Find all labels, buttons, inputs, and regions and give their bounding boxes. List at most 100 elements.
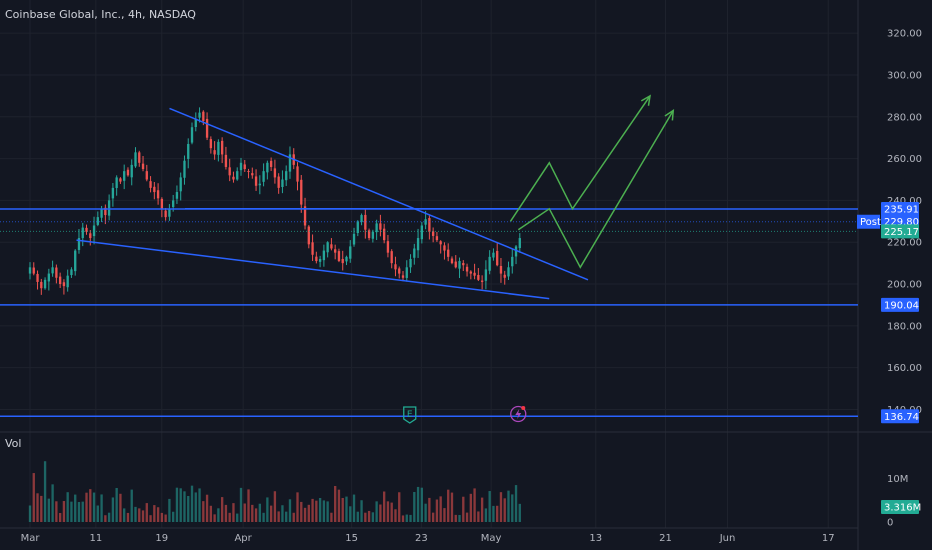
candle-body [55, 267, 58, 278]
volume-bar [243, 503, 246, 522]
projection-path [517, 110, 674, 269]
volume-bar [379, 504, 382, 522]
earnings-icon [403, 406, 417, 424]
candle-body [401, 275, 405, 278]
candle-body [85, 227, 88, 232]
volume-bar [473, 488, 476, 522]
candle-body [511, 256, 514, 267]
price-axis-tick-label: 200.00 [887, 280, 922, 291]
time-axis-tick-label: May [481, 533, 502, 544]
volume-bar [175, 487, 179, 522]
volume-bar [107, 512, 111, 522]
candle-body [149, 181, 152, 188]
price-axis[interactable]: 320.00 300.00 280.00 260.00 240.00 220.00 200.… [887, 29, 922, 529]
candle-body [443, 245, 446, 251]
volume-bar [145, 503, 148, 522]
candle-body [130, 164, 133, 178]
volume-bar [36, 493, 39, 522]
event-markers[interactable]: E [403, 405, 527, 424]
chart-drawings [0, 94, 858, 418]
volume-bar [85, 492, 88, 522]
candle-body [232, 176, 235, 180]
volume-bar [111, 497, 115, 522]
time-axis-tick-label: 17 [822, 533, 835, 544]
candle-body [447, 249, 450, 257]
volume-bar [96, 505, 99, 522]
price-axis-tick-label: 260.00 [887, 154, 922, 165]
candle-body [303, 206, 307, 226]
candle-body [454, 261, 457, 268]
candle-body [462, 263, 465, 266]
volume-bar [187, 495, 190, 522]
volume-bar [236, 513, 239, 522]
time-axis[interactable]: Mar 11 19 Apr 15 23 May 13 21 Jun 17 [21, 533, 835, 544]
volume-bar [334, 486, 337, 522]
candle-body [318, 258, 322, 262]
candle-body [262, 171, 265, 182]
volume-bar [62, 501, 66, 522]
candle-body [288, 154, 292, 172]
volume-bar [345, 496, 348, 522]
volume-bar [413, 491, 416, 522]
candle-body [484, 269, 488, 281]
price-axis-tick-label: 220.00 [887, 238, 922, 249]
candle-body [194, 118, 197, 128]
candle-body [394, 264, 397, 270]
volume-bars [28, 461, 521, 522]
volume-bar [40, 495, 43, 522]
candle-body [239, 162, 243, 171]
volume-bar [303, 507, 307, 522]
candle-body [145, 171, 148, 180]
volume-bar [465, 512, 469, 522]
candle-body [386, 241, 390, 253]
candle-body [488, 256, 491, 271]
candle-body [450, 258, 454, 264]
price-axis-tick-label: 160.00 [887, 363, 922, 374]
candle-body [379, 223, 382, 230]
candle-body [514, 246, 518, 257]
candle-body [492, 252, 495, 258]
volume-bar [89, 489, 92, 522]
candle-body [213, 150, 216, 155]
candle-body [428, 218, 431, 232]
volume-bar [247, 489, 250, 522]
volume-bar [43, 461, 47, 522]
candle-body [431, 231, 435, 236]
candle-body [168, 208, 171, 217]
candle-body [375, 223, 378, 233]
volume-bar [81, 501, 84, 522]
volume-bar [168, 498, 171, 522]
volume-bar [281, 505, 284, 522]
candle-body [115, 177, 118, 189]
volume-bar [70, 501, 73, 522]
volume-bar [349, 506, 352, 522]
candle-body [62, 282, 66, 287]
volume-bar [273, 491, 277, 522]
candle-body [435, 236, 439, 241]
volume-bar [398, 492, 401, 522]
projection-path [509, 95, 651, 222]
volume-bar [492, 505, 495, 522]
candle-body [322, 250, 326, 261]
volume-badge [881, 500, 919, 514]
candle-body [315, 256, 318, 262]
volume-bar [375, 501, 378, 522]
candle-body [81, 227, 84, 239]
candle-body [228, 167, 231, 176]
volume-bar [315, 500, 318, 522]
volume-bar [360, 500, 363, 522]
candle-body [364, 214, 367, 230]
candle-body [311, 242, 314, 255]
projection-arrow-head [640, 94, 651, 106]
candle-body [334, 249, 337, 253]
volume-bar [367, 510, 371, 522]
volume-bar [224, 504, 228, 522]
volume-bar [285, 511, 288, 522]
candle-body [183, 160, 186, 178]
volume-bar [220, 497, 224, 522]
candle-body [134, 152, 137, 167]
volume-bar [119, 493, 122, 522]
candle-body [220, 140, 224, 155]
volume-bar [262, 512, 265, 522]
